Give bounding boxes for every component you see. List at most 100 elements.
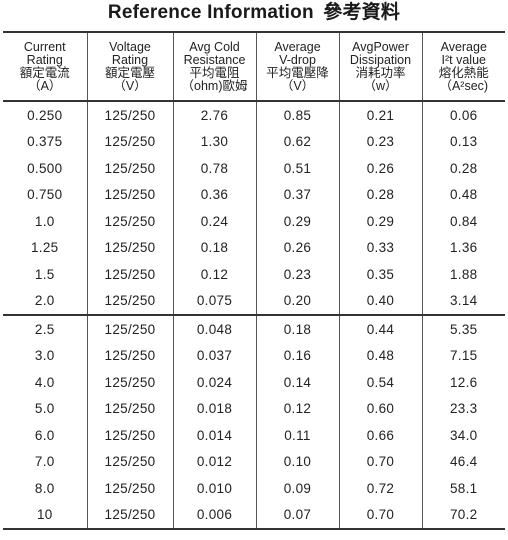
cell-power-dissipation: 0.23 — [338, 128, 422, 155]
cell-v-drop: 0.16 — [255, 342, 339, 369]
cell-voltage-rating: 125/250 — [86, 287, 173, 315]
cell-cold-resistance: 0.12 — [172, 261, 256, 288]
cell-v-drop: 0.11 — [255, 422, 339, 449]
cell-voltage-rating: 125/250 — [86, 342, 173, 369]
reference-table: Current Rating 額定電流 （A） Voltage Rating 額… — [3, 31, 505, 530]
page-title: Reference Information 參考資料 — [0, 0, 508, 30]
cell-i2t-value: 7.15 — [421, 342, 505, 369]
cell-power-dissipation: 0.29 — [338, 208, 422, 235]
header-voltage-rating: Voltage Rating 額定電壓 （V） — [86, 32, 173, 102]
cell-power-dissipation: 0.28 — [338, 181, 422, 208]
table-row: 6.0 125/250 0.014 0.11 0.66 34.0 — [3, 422, 505, 449]
cell-cold-resistance: 0.037 — [172, 342, 256, 369]
cell-i2t-value: 1.36 — [421, 234, 505, 261]
table-row: 7.0 125/250 0.012 0.10 0.70 46.4 — [3, 448, 505, 475]
cell-cold-resistance: 0.36 — [172, 181, 256, 208]
header-avg-power-dissipation: AvgPower Dissipation 消耗功率 （w） — [338, 32, 422, 102]
cell-cold-resistance: 0.78 — [172, 155, 256, 182]
cell-voltage-rating: 125/250 — [86, 128, 173, 155]
cell-power-dissipation: 0.72 — [338, 475, 422, 502]
cell-power-dissipation: 0.40 — [338, 287, 422, 315]
cell-current-rating: 1.0 — [34, 213, 55, 229]
cell-power-dissipation: 0.70 — [338, 501, 422, 529]
cell-cold-resistance: 0.012 — [172, 448, 256, 475]
cell-i2t-value: 12.6 — [421, 369, 505, 396]
cell-v-drop: 0.62 — [255, 128, 339, 155]
cell-cold-resistance: 0.024 — [172, 369, 256, 396]
header-average-i2t-value: Average I²t value 熔化熱能 （A²sec) — [421, 32, 505, 102]
cell-voltage-rating: 125/250 — [86, 395, 173, 422]
cell-power-dissipation: 0.35 — [338, 261, 422, 288]
cell-current-rating: 3.0 — [34, 348, 55, 364]
table-row: 10 125/250 0.006 0.07 0.70 70.2 — [3, 501, 505, 529]
table-row: 2.5 125/250 0.048 0.18 0.44 5.35 — [3, 314, 505, 343]
cell-voltage-rating: 125/250 — [86, 155, 173, 182]
cell-i2t-value: 70.2 — [421, 501, 505, 529]
table-row: 0.250 125/250 2.76 0.85 0.21 0.06 — [3, 101, 505, 129]
cell-v-drop: 0.23 — [255, 261, 339, 288]
cell-v-drop: 0.85 — [255, 101, 339, 129]
cell-voltage-rating: 125/250 — [86, 501, 173, 529]
header-avg-cold-resistance: Avg Cold Resistance 平均電阻 （ohm)歐姆 — [172, 32, 256, 102]
cell-cold-resistance: 0.075 — [172, 287, 256, 315]
title-chinese: 參考資料 — [323, 2, 401, 23]
cell-power-dissipation: 0.44 — [338, 314, 422, 343]
cell-i2t-value: 58.1 — [421, 475, 505, 502]
cell-voltage-rating: 125/250 — [86, 181, 173, 208]
cell-current-rating: 0.250 — [27, 107, 63, 123]
cell-cold-resistance: 2.76 — [172, 101, 256, 129]
cell-v-drop: 0.14 — [255, 369, 339, 396]
cell-cold-resistance: 0.018 — [172, 395, 256, 422]
cell-current-rating: 4.0 — [34, 374, 55, 390]
cell-power-dissipation: 0.33 — [338, 234, 422, 261]
cell-voltage-rating: 125/250 — [86, 448, 173, 475]
cell-v-drop: 0.10 — [255, 448, 339, 475]
cell-current-rating: 6.0 — [34, 427, 55, 443]
cell-i2t-value: 46.4 — [421, 448, 505, 475]
table-row: 2.0 125/250 0.075 0.20 0.40 3.14 — [3, 287, 505, 315]
header-row: Current Rating 額定電流 （A） Voltage Rating 額… — [3, 32, 505, 102]
cell-cold-resistance: 0.014 — [172, 422, 256, 449]
cell-current-rating: 2.5 — [3, 314, 87, 343]
cell-power-dissipation: 0.26 — [338, 155, 422, 182]
cell-cold-resistance: 0.010 — [172, 475, 256, 502]
cell-i2t-value: 0.28 — [421, 155, 505, 182]
cell-cold-resistance: 1.30 — [172, 128, 256, 155]
cell-v-drop: 0.29 — [255, 208, 339, 235]
header-current-rating: Current Rating 額定電流 （A） — [3, 32, 87, 102]
cell-current-rating: 1.25 — [31, 240, 59, 256]
cell-v-drop: 0.07 — [255, 501, 339, 529]
cell-current-rating: 10 — [36, 507, 53, 523]
cell-i2t-value: 3.14 — [421, 287, 505, 315]
table-row: 1.5 125/250 0.12 0.23 0.35 1.88 — [3, 261, 505, 288]
cell-voltage-rating: 125/250 — [86, 314, 173, 343]
table-row: 4.0 125/250 0.024 0.14 0.54 12.6 — [3, 369, 505, 396]
table-row: 1.0 125/250 0.24 0.29 0.29 0.84 — [3, 208, 505, 235]
cell-i2t-value: 1.88 — [421, 261, 505, 288]
cell-i2t-value: 0.06 — [421, 101, 505, 129]
cell-v-drop: 0.37 — [255, 181, 339, 208]
cell-current-rating: 2.0 — [34, 293, 55, 309]
table-row: 0.750 125/250 0.36 0.37 0.28 0.48 — [3, 181, 505, 208]
cell-power-dissipation: 0.21 — [338, 101, 422, 129]
cell-i2t-value: 0.84 — [421, 208, 505, 235]
cell-i2t-value: 0.13 — [421, 128, 505, 155]
cell-current-rating: 8.0 — [34, 480, 55, 496]
cell-v-drop: 0.20 — [255, 287, 339, 315]
cell-voltage-rating: 125/250 — [86, 261, 173, 288]
cell-current-rating: 7.0 — [34, 454, 55, 470]
cell-current-rating: 5.0 — [34, 401, 55, 417]
cell-current-rating: 0.750 — [27, 187, 63, 203]
cell-i2t-value: 0.48 — [421, 181, 505, 208]
cell-v-drop: 0.26 — [255, 234, 339, 261]
cell-current-rating: 0.375 — [27, 134, 63, 150]
cell-voltage-rating: 125/250 — [86, 475, 173, 502]
cell-cold-resistance: 0.18 — [172, 234, 256, 261]
table-row: 8.0 125/250 0.010 0.09 0.72 58.1 — [3, 475, 505, 502]
cell-cold-resistance: 0.24 — [172, 208, 256, 235]
cell-v-drop: 0.09 — [255, 475, 339, 502]
cell-power-dissipation: 0.60 — [338, 395, 422, 422]
cell-power-dissipation: 0.48 — [338, 342, 422, 369]
cell-voltage-rating: 125/250 — [86, 422, 173, 449]
